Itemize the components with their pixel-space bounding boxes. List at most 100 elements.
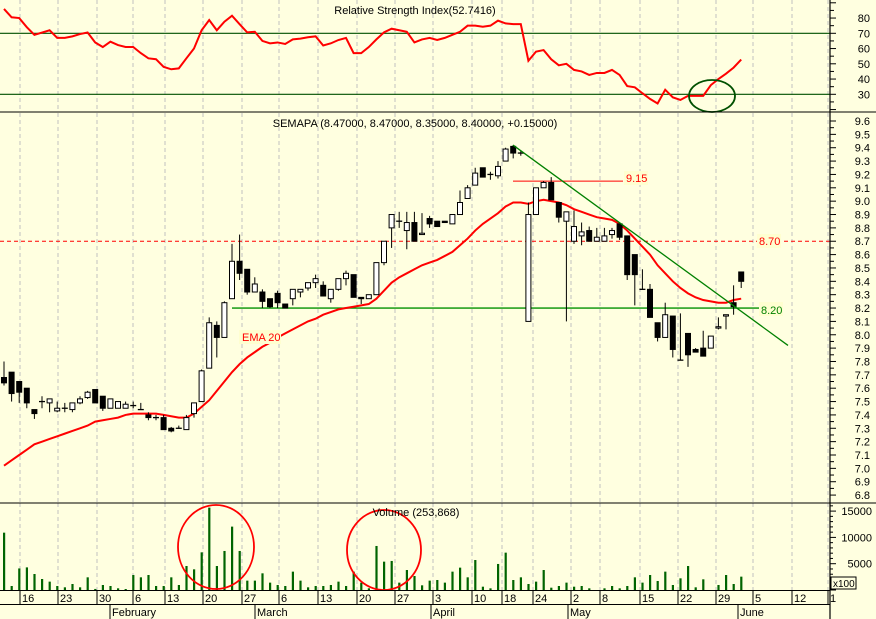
volume-bar: [717, 585, 720, 590]
candle-body: [373, 262, 380, 296]
candlestick: [593, 227, 600, 242]
candlestick: [647, 283, 653, 318]
price-tick-label: 7.8: [855, 356, 870, 368]
price-tick-label: 9.6: [855, 116, 870, 128]
volume-unit-label: x100: [833, 579, 855, 590]
price-tick-label: 8.3: [855, 290, 870, 302]
candlestick: [563, 211, 570, 322]
candlestick: [137, 402, 144, 411]
volume-bar: [307, 587, 310, 590]
candlestick: [540, 181, 547, 189]
candle-body: [1, 377, 7, 384]
price-tick-label: 7.6: [855, 383, 870, 395]
x-tick-label: 18: [504, 593, 516, 605]
price-tick-label: 7.2: [855, 437, 870, 449]
candle-body: [267, 298, 273, 308]
price-tick-label: 8.5: [855, 263, 870, 275]
volume-bar: [466, 577, 469, 590]
candle-body: [502, 148, 509, 162]
price-tick-label: 6.8: [855, 490, 870, 502]
volume-bar: [618, 588, 621, 590]
volume-bar: [687, 566, 690, 590]
x-tick-label: 23: [60, 593, 72, 605]
x-tick-label: 13: [167, 593, 179, 605]
support-label: 8.20: [761, 305, 782, 317]
candlestick: [472, 167, 479, 186]
candlestick: [502, 147, 509, 162]
volume-bar: [246, 580, 249, 590]
volume-bar: [261, 573, 264, 590]
rsi-tick-label: 50: [858, 59, 870, 71]
rsi-tick-label: 40: [858, 74, 870, 86]
candle-body: [16, 381, 23, 393]
candle-body: [229, 260, 235, 300]
volume-bar: [269, 582, 272, 590]
x-tick-label: 13: [320, 593, 332, 605]
price-tick-label: 7.9: [855, 343, 870, 355]
candlestick: [39, 396, 45, 409]
volume-bar: [337, 581, 340, 590]
volume-bar: [48, 581, 51, 590]
price-tick-label: 9.2: [855, 169, 870, 181]
candlestick: [723, 314, 729, 330]
ema-label: EMA 20: [242, 332, 281, 344]
candlestick: [669, 315, 676, 358]
candle-body: [464, 187, 471, 199]
volume-bar: [25, 567, 28, 590]
volume-bar: [276, 585, 279, 590]
candle-body: [365, 294, 372, 300]
candle-body: [31, 409, 38, 415]
candlestick: [54, 401, 61, 413]
volume-bar: [489, 588, 492, 590]
candlestick: [616, 223, 623, 240]
candlestick: [191, 402, 197, 418]
volume-bar: [557, 586, 560, 590]
x-tick-label: 20: [359, 593, 371, 605]
candle-body: [631, 254, 638, 276]
price-tick-label: 9.3: [855, 156, 870, 168]
candle-body: [426, 218, 433, 225]
candlestick: [662, 302, 669, 338]
candlestick: [365, 294, 372, 300]
candlestick: [411, 211, 418, 242]
volume-bar: [671, 585, 674, 590]
candlestick: [198, 369, 205, 403]
volume-bar: [117, 588, 120, 590]
candle-body: [236, 260, 243, 274]
candle-body: [510, 145, 517, 154]
candlestick: [654, 322, 661, 342]
rsi-title: Relative Strength Index(52.7416): [334, 5, 495, 17]
month-label: March: [257, 607, 288, 619]
candlestick: [419, 213, 425, 236]
candle-body: [616, 223, 623, 238]
x-tick-label: 3: [435, 593, 441, 605]
candlestick: [601, 227, 608, 242]
candlestick: [145, 412, 152, 421]
price-tick-label: 7.1: [855, 450, 870, 462]
price-tick-label: 7.7: [855, 370, 870, 382]
candlestick: [31, 409, 38, 419]
candle-body: [533, 187, 539, 216]
x-tick-label: 29: [718, 593, 730, 605]
candle-body: [8, 371, 15, 395]
candle-body: [77, 398, 83, 404]
price-tick-label: 8.4: [855, 276, 870, 288]
rsi-tick-label: 60: [858, 44, 870, 56]
volume-bar: [611, 586, 614, 590]
candlestick: [639, 269, 646, 290]
candle-body: [206, 322, 213, 369]
x-tick-label: 24: [535, 593, 547, 605]
volume-bar: [329, 585, 332, 590]
volume-bar: [41, 579, 44, 590]
volume-bar: [375, 545, 378, 590]
candle-body: [274, 292, 281, 304]
volume-bar: [603, 588, 606, 590]
candlestick: [403, 211, 410, 250]
rsi-tick-label: 30: [858, 89, 870, 101]
volume-bar: [3, 532, 6, 590]
candle-body: [555, 201, 562, 218]
candle-body: [282, 303, 289, 309]
candle-body: [213, 324, 220, 338]
volume-bar: [253, 580, 256, 590]
candlestick: [350, 274, 357, 298]
